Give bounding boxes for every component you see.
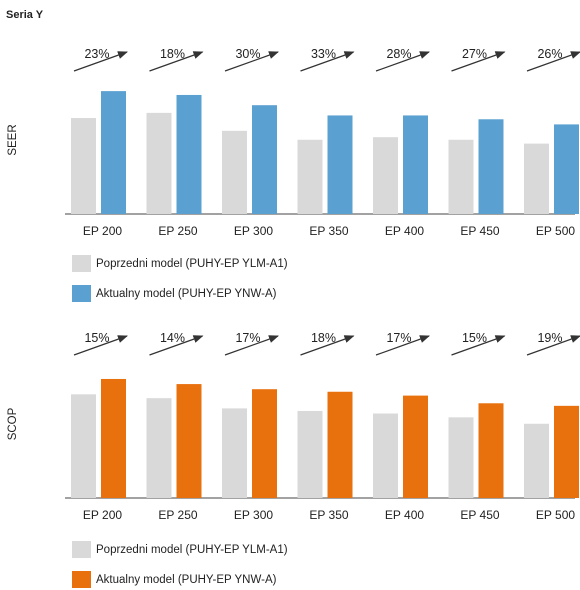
scop-legend-swatch-previous (72, 541, 91, 558)
chart-title: Seria Y (6, 9, 44, 21)
seer-x-tick-label-3: EP 350 (309, 224, 348, 238)
scop-pct-label-5: 15% (462, 331, 487, 345)
scop-pct-label-1: 14% (160, 331, 185, 345)
scop-legend-label-current: Aktualny model (PUHY-EP YNW-A) (96, 573, 277, 586)
scop-x-tick-label-1: EP 250 (158, 508, 197, 522)
seer-arrow-4 (375, 51, 430, 72)
seer-x-tick-label-1: EP 250 (158, 224, 197, 238)
scop-chart: SCOP EP 200 15% EP 250 14% EP 300 17% EP 350 18%… (7, 331, 580, 522)
seer-pct-label-1: 18% (160, 47, 185, 61)
seer-bar-previous-0 (71, 118, 96, 214)
seer-pct-label-4: 28% (386, 47, 411, 61)
scop-x-tick-label-0: EP 200 (83, 508, 122, 522)
seer-bar-previous-1 (146, 112, 172, 214)
seer-arrow-0 (73, 51, 128, 72)
scop-legend-item-previous: Poprzedni model (PUHY-EP YLM-A1) (72, 541, 288, 558)
scop-legend-item-current: Aktualny model (PUHY-EP YNW-A) (72, 571, 288, 588)
scop-bar-previous-4 (373, 413, 398, 498)
scop-bar-previous-1 (146, 398, 172, 498)
scop-x-tick-label-4: EP 400 (385, 508, 424, 522)
seer-legend-label-previous: Poprzedni model (PUHY-EP YLM-A1) (96, 257, 288, 270)
scop-arrow-0 (73, 335, 128, 356)
scop-pct-label-2: 17% (235, 331, 260, 345)
seer-arrow-6 (526, 51, 580, 72)
scop-pct-label-6: 19% (537, 331, 562, 345)
scop-pct-label-4: 17% (386, 331, 411, 345)
seer-pct-label-5: 27% (462, 47, 487, 61)
seer-bar-current-1 (176, 94, 202, 214)
scop-bar-current-0 (101, 378, 126, 498)
scop-legend-swatch-current (72, 571, 91, 588)
scop-y-axis-label: SCOP (7, 407, 19, 440)
scop-legend: Poprzedni model (PUHY-EP YLM-A1) Aktualn… (72, 541, 288, 588)
scop-bar-previous-0 (71, 394, 96, 498)
seer-arrow-2 (224, 51, 279, 72)
scop-x-tick-label-3: EP 350 (309, 508, 348, 522)
scop-bar-previous-6 (524, 423, 549, 498)
scop-bar-current-3 (327, 391, 353, 498)
seer-x-tick-label-0: EP 200 (83, 224, 122, 238)
seer-pct-label-6: 26% (537, 47, 562, 61)
seer-bar-previous-6 (524, 143, 549, 214)
scop-bar-current-1 (176, 384, 202, 498)
seer-legend-item-previous: Poprzedni model (PUHY-EP YLM-A1) (72, 255, 288, 272)
seer-bar-current-6 (554, 124, 579, 214)
seer-bar-current-3 (327, 115, 353, 214)
scop-bar-current-4 (403, 395, 428, 498)
seer-bar-previous-2 (222, 130, 247, 214)
seer-bar-previous-3 (297, 139, 323, 214)
scop-pct-label-0: 15% (84, 331, 109, 345)
seer-legend-label-current: Aktualny model (PUHY-EP YNW-A) (96, 287, 277, 300)
seer-bar-current-4 (403, 115, 428, 214)
seer-x-tick-label-5: EP 450 (460, 224, 499, 238)
scop-arrow-4 (375, 335, 430, 356)
scop-arrow-2 (224, 335, 279, 356)
scop-x-tick-label-6: EP 500 (536, 508, 575, 522)
scop-arrow-3 (300, 335, 355, 356)
scop-bar-previous-3 (297, 410, 323, 498)
scop-bar-previous-2 (222, 408, 247, 498)
scop-x-tick-label-5: EP 450 (460, 508, 499, 522)
seer-x-tick-label-2: EP 300 (234, 224, 273, 238)
seer-legend-swatch-previous (72, 255, 91, 272)
scop-pct-label-3: 18% (311, 331, 336, 345)
scop-x-tick-label-2: EP 300 (234, 508, 273, 522)
seer-bar-previous-5 (448, 139, 474, 214)
seer-arrow-3 (300, 51, 355, 72)
seer-x-tick-label-6: EP 500 (536, 224, 575, 238)
scop-bar-current-5 (478, 403, 504, 498)
seer-bar-current-5 (478, 119, 504, 214)
seer-pct-label-2: 30% (235, 47, 260, 61)
seer-legend-item-current: Aktualny model (PUHY-EP YNW-A) (72, 285, 288, 302)
scop-bar-current-2 (252, 389, 277, 498)
scop-bar-previous-5 (448, 417, 474, 498)
seer-chart: SEER EP 200 23% EP 250 18% EP 300 30% EP 350 33%… (7, 47, 580, 238)
scop-arrow-5 (451, 335, 506, 356)
seer-legend-swatch-current (72, 285, 91, 302)
scop-bar-current-6 (554, 405, 579, 498)
seer-x-tick-label-4: EP 400 (385, 224, 424, 238)
seer-legend: Poprzedni model (PUHY-EP YLM-A1) Aktualn… (72, 255, 288, 302)
seer-arrow-1 (149, 51, 204, 72)
scop-legend-label-previous: Poprzedni model (PUHY-EP YLM-A1) (96, 543, 288, 556)
seer-arrow-5 (451, 51, 506, 72)
seer-bar-current-2 (252, 105, 277, 214)
scop-arrow-1 (149, 335, 204, 356)
scop-arrow-6 (526, 335, 580, 356)
seer-pct-label-0: 23% (84, 47, 109, 61)
seer-y-axis-label: SEER (7, 124, 19, 155)
seer-pct-label-3: 33% (311, 47, 336, 61)
seer-bar-current-0 (101, 91, 126, 214)
seer-bar-previous-4 (373, 137, 398, 214)
